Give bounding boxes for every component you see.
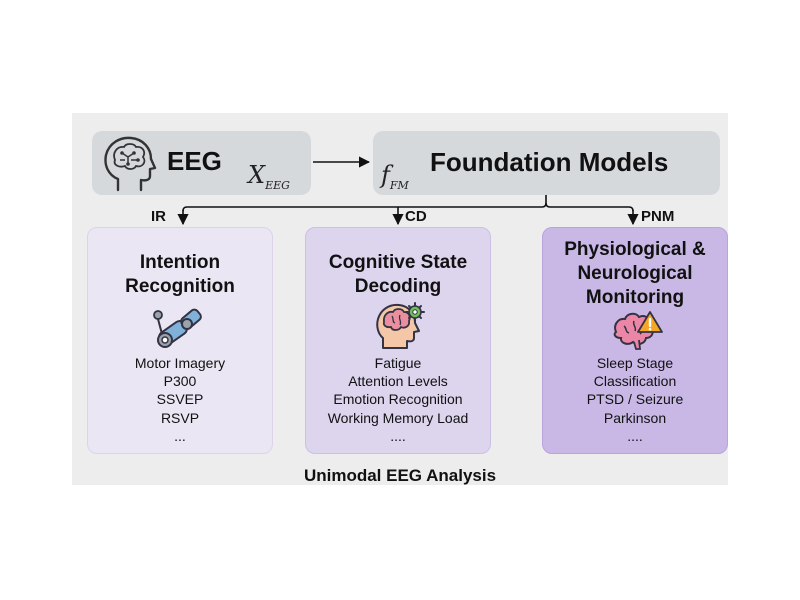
card-title: Intention Recognition <box>88 251 272 299</box>
card-item: Fatigue <box>374 355 422 371</box>
cd-branch-label: CD <box>405 208 427 225</box>
eeg-symbol-base: X <box>248 161 266 189</box>
card-title-line: Neurological <box>577 263 693 284</box>
card-item: Attention Levels <box>348 373 448 390</box>
card-item: Classification <box>593 373 677 390</box>
fm-branch-right <box>545 202 634 212</box>
physiological-neurological-monitoring-card: Physiological & Neurological Monitoring … <box>542 227 728 454</box>
card-item: .... <box>627 427 643 444</box>
intention-recognition-card: Intention Recognition Motor Imagery P300… <box>87 227 273 454</box>
card-item: ... <box>174 427 186 444</box>
eeg-symbol: XEEG <box>248 161 290 192</box>
foundation-models-box: fFM Foundation Models <box>373 131 720 195</box>
card-title-line: Monitoring <box>585 287 685 308</box>
card-title-line: Decoding <box>354 276 442 297</box>
card-item: Working Memory Load <box>327 409 469 426</box>
fm-symbol: fFM <box>381 161 409 192</box>
robotic-arm-icon <box>153 308 202 348</box>
ir-branch-label: IR <box>151 208 166 225</box>
card-items: Motor Imagery P300 SSVEP RSVP ... <box>88 354 272 445</box>
card-title-line: Intention <box>139 252 221 273</box>
card-item: RSVP <box>160 409 200 426</box>
card-item: .... <box>390 427 406 444</box>
card-title-line: Physiological & <box>564 239 706 260</box>
brain-warning-icon <box>613 311 663 350</box>
card-item: Parkinson <box>603 409 667 426</box>
card-item: PTSD / Seizure <box>586 391 684 408</box>
card-item: P300 <box>163 373 197 390</box>
diagram-caption: Unimodal EEG Analysis <box>303 466 497 485</box>
foundation-models-title: Foundation Models <box>430 147 669 177</box>
card-title-line: Recognition <box>125 276 235 297</box>
card-items: Sleep Stage Classification PTSD / Seizur… <box>543 354 727 445</box>
card-item: SSVEP <box>156 391 204 408</box>
fm-symbol-base: f <box>381 161 390 189</box>
card-title: Physiological & Neurological Monitoring <box>543 238 727 310</box>
brain-head-icon <box>104 136 157 192</box>
card-item: Emotion Recognition <box>333 391 463 408</box>
head-brain-gear-icon <box>376 302 425 349</box>
fm-symbol-sub: FM <box>389 178 409 192</box>
fm-branch-stem <box>182 195 547 212</box>
card-item: Motor Imagery <box>134 355 226 371</box>
card-items: Fatigue Attention Levels Emotion Recogni… <box>306 354 490 445</box>
card-title-line: Cognitive State <box>328 252 468 273</box>
eeg-symbol-sub: EEG <box>265 178 290 192</box>
card-item: Sleep Stage <box>596 355 674 371</box>
pnm-branch-label: PNM <box>641 208 675 225</box>
eeg-input-box: EEG XEEG <box>92 131 311 195</box>
card-title: Cognitive State Decoding <box>306 251 490 299</box>
eeg-title: EEG <box>167 146 222 176</box>
cognitive-state-decoding-card: Cognitive State Decoding Fatigue Attenti… <box>305 227 491 454</box>
